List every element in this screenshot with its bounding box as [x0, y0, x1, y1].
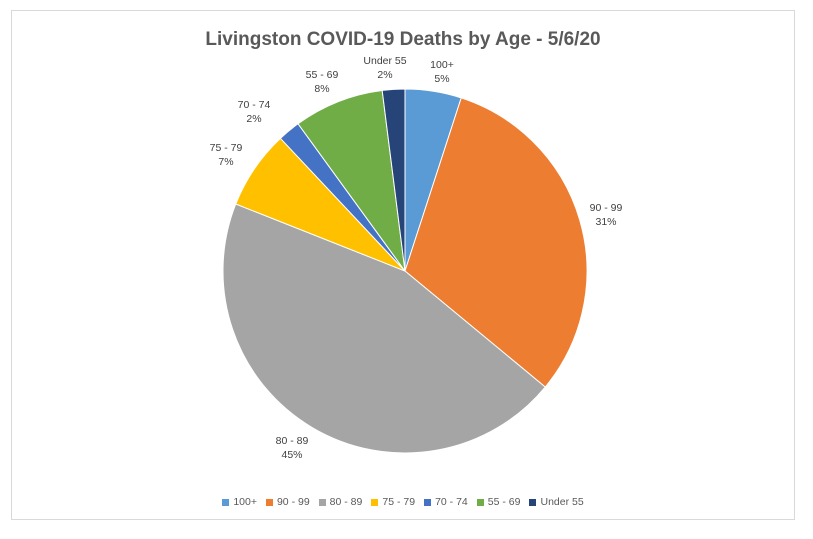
slice-label-2: 80 - 89	[276, 435, 309, 447]
legend-item-0: 100+	[222, 496, 257, 508]
slice-label-3: 75 - 79	[210, 142, 243, 154]
slice-label-0: 100+	[430, 59, 454, 71]
legend-item-5: 55 - 69	[476, 496, 521, 508]
pie-chart: 100+ 5% 90 - 99 31% 80 - 89 45% 75 - 79 7% 70 - …	[210, 55, 623, 461]
legend-swatch-0	[222, 498, 230, 506]
pie-slice-2	[222, 203, 546, 454]
legend-swatch-2	[318, 498, 326, 506]
slice-value-5: 8%	[314, 83, 329, 95]
legend-label-3: 75 - 79	[382, 496, 416, 508]
legend-label-6: Under 55	[540, 496, 584, 508]
legend-swatch-3	[371, 498, 379, 506]
slice-value-3: 7%	[218, 156, 233, 168]
legend-label-5: 55 - 69	[487, 496, 521, 508]
legend-label-1: 90 - 99	[276, 496, 310, 508]
legend-swatch-1	[265, 498, 273, 506]
slice-label-1: 90 - 99	[590, 202, 623, 214]
slice-label-6: Under 55	[363, 55, 406, 67]
legend-label-0: 100+	[233, 496, 257, 508]
legend-item-4: 70 - 74	[424, 496, 468, 508]
chart-legend: 100+ 90 - 99 80 - 89 75 - 79 70 - 74 55 - 69 U…	[12, 496, 794, 508]
slice-value-4: 2%	[246, 113, 261, 125]
slice-value-6: 2%	[377, 69, 392, 81]
slice-label-4: 70 - 74	[238, 99, 271, 111]
pie-slice-5	[297, 89, 406, 272]
legend-swatch-5	[476, 498, 484, 506]
slice-value-0: 5%	[434, 73, 449, 85]
slice-value-1: 31%	[595, 216, 616, 228]
legend-swatch-4	[424, 498, 432, 506]
legend-label-4: 70 - 74	[435, 496, 468, 508]
slice-value-2: 45%	[281, 449, 302, 461]
legend-item-3: 75 - 79	[371, 496, 415, 508]
pie-slice-1	[404, 97, 588, 388]
chart-frame: Livingston COVID-19 Deaths by Age - 5/6/…	[11, 10, 795, 520]
legend-item-1: 90 - 99	[265, 496, 310, 508]
legend-item-6: Under 55	[529, 496, 584, 508]
legend-label-2: 80 - 89	[329, 496, 363, 508]
chart-title: Livingston COVID-19 Deaths by Age - 5/6/…	[205, 29, 601, 50]
slice-label-5: 55 - 69	[306, 69, 339, 81]
legend-swatch-6	[529, 498, 537, 506]
legend-item-2: 80 - 89	[318, 496, 363, 508]
pie-slice-6	[381, 88, 406, 272]
